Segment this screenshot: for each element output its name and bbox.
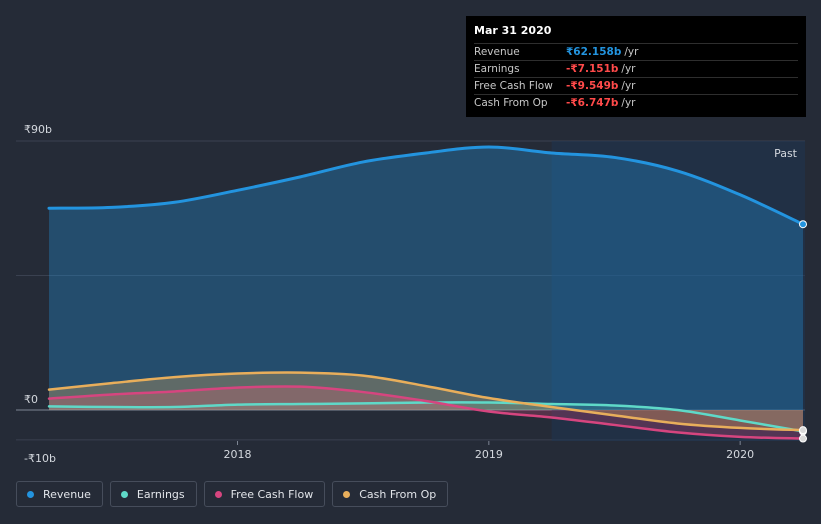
line-free-cash-flow <box>47 385 805 440</box>
tooltip-unit: /yr <box>621 97 636 109</box>
y-axis-labels: ₹90b ₹0 -₹10b <box>24 123 56 465</box>
series-areas <box>49 146 803 439</box>
legend-item-cash-from-op[interactable]: Cash From Op <box>332 481 449 507</box>
tooltip-label: Earnings <box>474 63 520 75</box>
tooltip-row-free-cash-flow: Free Cash Flow -₹9.549b /yr <box>474 77 798 94</box>
past-label: Past <box>774 147 798 160</box>
tooltip-date: Mar 31 2020 <box>474 24 552 37</box>
legend: Revenue Earnings Free Cash Flow Cash Fro… <box>16 481 449 507</box>
legend-label: Earnings <box>136 487 185 501</box>
series-end-markers <box>799 220 807 443</box>
tooltip-label: Revenue <box>474 46 520 58</box>
x-tick-label: 2020 <box>726 448 754 461</box>
legend-dot-icon <box>27 490 34 498</box>
y-tick-label: -₹10b <box>24 452 56 465</box>
x-tick-label: 2018 <box>224 448 252 461</box>
x-tick-label: 2019 <box>475 448 503 461</box>
tooltip-row-revenue: Revenue ₹62.158b /yr <box>474 43 798 60</box>
legend-item-revenue[interactable]: Revenue <box>16 481 103 507</box>
tooltip-value: -₹6.747b <box>566 97 619 109</box>
tooltip-label: Free Cash Flow <box>474 80 553 92</box>
legend-dot-icon <box>214 490 222 498</box>
line-revenue <box>47 145 805 226</box>
tooltip-unit: /yr <box>624 46 639 58</box>
area-free-cash-flow <box>49 386 803 439</box>
tooltip-value: -₹9.549b <box>566 80 619 92</box>
end-marker-cash-from-op <box>799 426 807 435</box>
tooltip-value: ₹62.158b <box>566 46 622 58</box>
line-earnings <box>47 401 805 433</box>
line-cash-from-op <box>47 371 805 432</box>
tooltip-value: -₹7.151b <box>566 63 619 75</box>
tooltip-panel: Mar 31 2020 Revenue ₹62.158b /yr Earning… <box>466 16 806 117</box>
legend-item-earnings[interactable]: Earnings <box>109 481 197 507</box>
tooltip-row-cash-from-op: Cash From Op -₹6.747b /yr <box>474 94 798 111</box>
x-axis-labels: 2018 2019 2020 <box>224 441 754 461</box>
legend-item-free-cash-flow[interactable]: Free Cash Flow <box>203 481 326 507</box>
area-revenue <box>49 146 803 410</box>
end-marker-revenue <box>799 220 807 229</box>
tooltip-row-earnings: Earnings -₹7.151b /yr <box>474 60 798 77</box>
legend-label: Free Cash Flow <box>230 487 314 501</box>
legend-dot-icon <box>120 490 128 498</box>
end-marker-free-cash-flow <box>799 434 807 443</box>
legend-label: Cash From Op <box>359 487 437 501</box>
forecast-shade <box>551 141 805 441</box>
series-lines <box>47 145 805 440</box>
tooltip-unit: /yr <box>621 63 636 75</box>
area-earnings <box>49 402 803 432</box>
tooltip-unit: /yr <box>621 80 636 92</box>
tooltip-label: Cash From Op <box>474 97 548 109</box>
legend-dot-icon <box>343 490 351 498</box>
y-tick-label: ₹0 <box>24 393 38 406</box>
y-tick-label: ₹90b <box>24 123 52 136</box>
legend-label: Revenue <box>43 487 91 501</box>
